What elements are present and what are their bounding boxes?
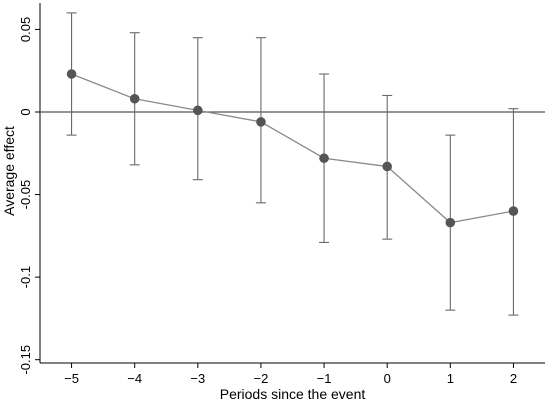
x-tick-label: −3 <box>190 371 205 386</box>
estimate-point <box>129 93 140 104</box>
x-tick-label: −2 <box>254 371 269 386</box>
x-tick-label: 0 <box>384 371 391 386</box>
x-tick-label: 1 <box>447 371 454 386</box>
y-tick-label: -0.1 <box>18 266 33 288</box>
y-tick-label: -0.05 <box>18 180 33 210</box>
estimate-line <box>71 73 514 224</box>
x-axis-title: Periods since the event <box>220 386 366 402</box>
estimate-point <box>193 105 203 116</box>
confidence-intervals <box>66 12 519 316</box>
x-tick-label: −5 <box>64 371 79 386</box>
y-tick-label: 0 <box>18 108 33 115</box>
estimate-point <box>445 217 456 228</box>
estimate-series <box>71 73 514 224</box>
estimate-point <box>256 117 266 127</box>
estimate-points <box>66 69 519 228</box>
estimate-point <box>66 69 77 79</box>
estimate-point <box>319 153 329 164</box>
x-tick-label: −4 <box>127 371 142 386</box>
plot-frame <box>39 3 545 364</box>
estimate-point <box>382 161 392 172</box>
x-tick-label: −1 <box>317 371 332 386</box>
y-axis-title: Average effect <box>1 126 17 216</box>
estimate-point <box>508 206 519 216</box>
x-axis: −5 −4 −3 −2 −1 0 1 2 <box>64 363 517 386</box>
x-tick-label: 2 <box>510 371 517 386</box>
y-axis: 0.05 0 -0.05 -0.1 -0.15 <box>18 17 40 375</box>
y-tick-label: 0.05 <box>18 17 33 42</box>
y-tick-label: -0.15 <box>18 345 33 375</box>
